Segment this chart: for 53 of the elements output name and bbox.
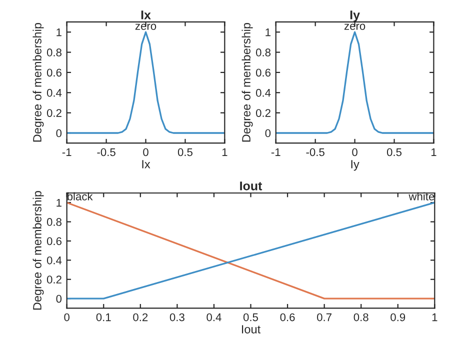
x-tick-label: 0 (143, 148, 148, 156)
x-axis-title: Ix (142, 160, 150, 168)
y-tick-label: 0.2 (46, 109, 62, 117)
y-tick-label: 0.6 (46, 237, 62, 246)
x-tick-label: 0.2 (133, 313, 148, 322)
y-tick-label: 1 (56, 28, 62, 36)
y-tick-label: 1 (56, 198, 62, 207)
chart-title: Ix (141, 10, 151, 20)
y-tick-label: 0.6 (46, 68, 62, 77)
x-tick-label: -0.5 (97, 148, 116, 156)
x-tick-label: 0.5 (243, 313, 258, 322)
y-tick-label: 0.4 (46, 88, 62, 97)
x-tick-label: 0.8 (354, 313, 368, 322)
x-tick-label: 0 (352, 148, 358, 156)
x-tick-label: 0.9 (390, 313, 406, 322)
x-axis-title: Iy (351, 160, 360, 171)
x-tick-label: 0.1 (96, 313, 111, 322)
y-tick-label: 1 (266, 28, 270, 36)
x-tick-label: -1 (271, 148, 280, 156)
y-tick-label: 0.8 (46, 48, 62, 56)
series-label: zero (344, 24, 366, 30)
y-tick-label: 0 (56, 294, 62, 303)
x-tick-label: -0.5 (306, 148, 324, 156)
y-tick-label: 0 (56, 129, 62, 138)
y-tick-label: 0 (265, 129, 271, 138)
x-axis-title: Iout (242, 325, 261, 334)
y-tick-label: 0.2 (46, 276, 62, 284)
y-tick-label: 0.8 (46, 218, 62, 226)
x-tick-label: 0.5 (178, 148, 192, 156)
x-tick-label: 1 (222, 148, 228, 156)
x-tick-label: -1 (62, 148, 72, 156)
line-series (66, 31, 225, 134)
series-label: black (68, 192, 93, 200)
y-tick-label: 0.2 (256, 109, 270, 117)
x-tick-label: 1 (431, 148, 436, 156)
chart-title: Iout (240, 182, 262, 190)
y-axis-title: Degree of membership (32, 22, 44, 142)
x-tick-label: 0.5 (386, 148, 402, 156)
y-tick-label: 0.8 (256, 48, 271, 56)
line-series (276, 31, 434, 134)
x-tick-label: 0.7 (317, 313, 332, 322)
chart-title: Iy (350, 10, 360, 22)
y-tick-label: 0.4 (46, 256, 62, 264)
series-label: zero (135, 24, 156, 30)
x-tick-label: 0.4 (206, 313, 222, 322)
x-tick-label: 0 (64, 313, 70, 322)
y-axis-title: Degree of membership (242, 22, 253, 142)
x-tick-label: 1 (432, 313, 438, 322)
y-axis-title: Degree of membership (32, 191, 44, 310)
y-tick-label: 0.6 (256, 68, 271, 77)
x-tick-label: 0.6 (280, 313, 295, 322)
x-tick-label: 0.3 (170, 313, 184, 322)
y-tick-label: 0.4 (256, 88, 271, 97)
